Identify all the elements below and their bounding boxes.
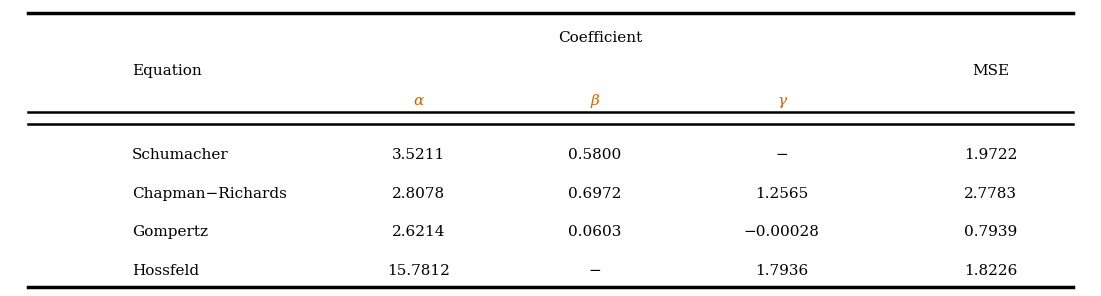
Text: γ: γ <box>777 94 786 108</box>
Text: 0.6972: 0.6972 <box>568 187 621 201</box>
Text: 1.7936: 1.7936 <box>755 264 808 278</box>
Text: Chapman−Richards: Chapman−Richards <box>132 187 287 201</box>
Text: Schumacher: Schumacher <box>132 148 229 163</box>
Text: 0.7939: 0.7939 <box>964 225 1017 239</box>
Text: Hossfeld: Hossfeld <box>132 264 199 278</box>
Text: 1.2565: 1.2565 <box>755 187 808 201</box>
Text: β: β <box>590 94 599 108</box>
Text: α: α <box>413 94 424 108</box>
Text: Coefficient: Coefficient <box>558 31 642 46</box>
Text: Equation: Equation <box>132 64 201 78</box>
Text: 2.8078: 2.8078 <box>392 187 445 201</box>
Text: −0.00028: −0.00028 <box>744 225 819 239</box>
Text: 2.6214: 2.6214 <box>392 225 445 239</box>
Text: 0.5800: 0.5800 <box>568 148 621 163</box>
Text: 15.7812: 15.7812 <box>386 264 450 278</box>
Text: MSE: MSE <box>972 64 1010 78</box>
Text: Gompertz: Gompertz <box>132 225 208 239</box>
Text: 1.8226: 1.8226 <box>964 264 1017 278</box>
Text: −: − <box>588 264 601 278</box>
Text: 2.7783: 2.7783 <box>964 187 1017 201</box>
Text: 0.0603: 0.0603 <box>568 225 621 239</box>
Text: 3.5211: 3.5211 <box>392 148 445 163</box>
Text: 1.9722: 1.9722 <box>964 148 1017 163</box>
Text: −: − <box>775 148 788 163</box>
